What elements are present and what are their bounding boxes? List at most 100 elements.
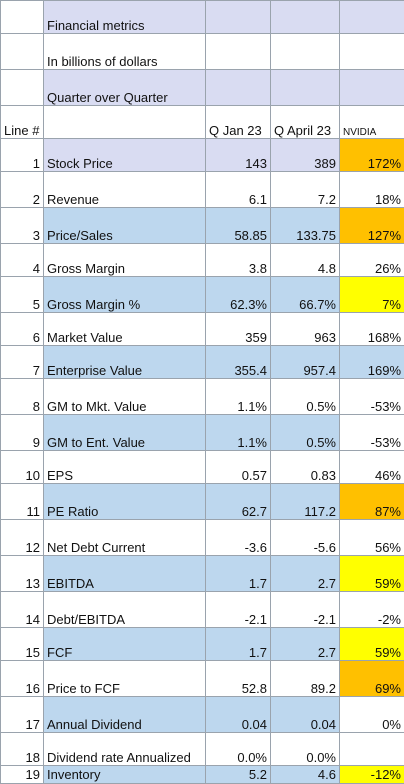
q2-value-cell[interactable]: 2.7 xyxy=(271,556,340,592)
q1-value-cell[interactable]: 6.1 xyxy=(206,172,271,208)
q1-value-cell[interactable]: 1.1% xyxy=(206,379,271,415)
q2-value-cell[interactable]: 4.8 xyxy=(271,244,340,277)
pct-change-cell[interactable]: -53% xyxy=(340,379,404,415)
line-number-cell[interactable]: 11 xyxy=(1,484,44,520)
q2-value-cell[interactable]: 0.5% xyxy=(271,379,340,415)
q1-header[interactable]: Q Jan 23 xyxy=(206,106,271,139)
q2-value-cell[interactable]: 957.4 xyxy=(271,346,340,379)
pct-change-cell[interactable]: -2% xyxy=(340,592,404,628)
pct-change-header[interactable]: NVIDIA xyxy=(340,106,404,139)
q1-value-cell[interactable]: 3.8 xyxy=(206,244,271,277)
pct-change-cell[interactable]: 46% xyxy=(340,451,404,484)
line-number-cell[interactable]: 9 xyxy=(1,415,44,451)
line-number-cell[interactable]: 3 xyxy=(1,208,44,244)
line-number-cell[interactable]: 8 xyxy=(1,379,44,415)
q1-value-cell[interactable]: -2.1 xyxy=(206,592,271,628)
pct-change-cell[interactable]: 172% xyxy=(340,139,404,172)
q1-value-cell[interactable]: 0.57 xyxy=(206,451,271,484)
line-number-cell[interactable]: 17 xyxy=(1,697,44,733)
metric-header[interactable] xyxy=(44,106,206,139)
q1-value-cell[interactable]: 355.4 xyxy=(206,346,271,379)
q2-value-cell[interactable]: 0.83 xyxy=(271,451,340,484)
pct-change-cell[interactable]: 18% xyxy=(340,172,404,208)
line-number-cell[interactable]: 13 xyxy=(1,556,44,592)
sheet-title[interactable]: Financial metrics xyxy=(44,1,206,34)
empty-cell[interactable] xyxy=(340,34,404,70)
pct-change-cell[interactable]: -12% xyxy=(340,766,404,784)
pct-change-cell[interactable]: -53% xyxy=(340,415,404,451)
line-number-cell[interactable]: 19 xyxy=(1,766,44,784)
metric-name-cell[interactable]: GM to Ent. Value xyxy=(44,415,206,451)
metric-name-cell[interactable]: Inventory xyxy=(44,766,206,784)
q2-value-cell[interactable]: 2.7 xyxy=(271,628,340,661)
empty-cell[interactable] xyxy=(340,1,404,34)
metric-name-cell[interactable]: Stock Price xyxy=(44,139,206,172)
q2-value-cell[interactable]: 0.04 xyxy=(271,697,340,733)
pct-change-cell[interactable]: 169% xyxy=(340,346,404,379)
metric-name-cell[interactable]: Revenue xyxy=(44,172,206,208)
metric-name-cell[interactable]: EBITDA xyxy=(44,556,206,592)
line-number-cell[interactable]: 14 xyxy=(1,592,44,628)
line-number-cell[interactable]: 1 xyxy=(1,139,44,172)
q1-value-cell[interactable]: -3.6 xyxy=(206,520,271,556)
q1-value-cell[interactable]: 58.85 xyxy=(206,208,271,244)
line-number-cell[interactable]: 2 xyxy=(1,172,44,208)
q2-value-cell[interactable]: 389 xyxy=(271,139,340,172)
line-number-header[interactable]: Line # xyxy=(1,106,44,139)
line-number-cell[interactable]: 4 xyxy=(1,244,44,277)
pct-change-cell[interactable]: 26% xyxy=(340,244,404,277)
empty-cell[interactable] xyxy=(271,1,340,34)
pct-change-cell[interactable]: 87% xyxy=(340,484,404,520)
sheet-subtitle[interactable]: In billions of dollars xyxy=(44,34,206,70)
q2-value-cell[interactable]: 963 xyxy=(271,313,340,346)
line-number-cell[interactable]: 6 xyxy=(1,313,44,346)
q1-value-cell[interactable]: 62.7 xyxy=(206,484,271,520)
metric-name-cell[interactable]: GM to Mkt. Value xyxy=(44,379,206,415)
q1-value-cell[interactable]: 5.2 xyxy=(206,766,271,784)
pct-change-cell[interactable]: 59% xyxy=(340,556,404,592)
q1-value-cell[interactable]: 1.7 xyxy=(206,628,271,661)
metric-name-cell[interactable]: Dividend rate Annualized xyxy=(44,733,206,766)
empty-cell[interactable] xyxy=(1,1,44,34)
metric-name-cell[interactable]: Annual Dividend xyxy=(44,697,206,733)
empty-cell[interactable] xyxy=(1,70,44,106)
pct-change-cell[interactable]: 56% xyxy=(340,520,404,556)
metric-name-cell[interactable]: Net Debt Current xyxy=(44,520,206,556)
line-number-cell[interactable]: 10 xyxy=(1,451,44,484)
q1-value-cell[interactable]: 62.3% xyxy=(206,277,271,313)
q2-value-cell[interactable]: 66.7% xyxy=(271,277,340,313)
q2-value-cell[interactable]: 0.0% xyxy=(271,733,340,766)
empty-cell[interactable] xyxy=(206,70,271,106)
pct-change-cell[interactable]: 127% xyxy=(340,208,404,244)
metric-name-cell[interactable]: Price to FCF xyxy=(44,661,206,697)
q1-value-cell[interactable]: 359 xyxy=(206,313,271,346)
metric-name-cell[interactable]: Market Value xyxy=(44,313,206,346)
q1-value-cell[interactable]: 0.0% xyxy=(206,733,271,766)
metric-name-cell[interactable]: Gross Margin % xyxy=(44,277,206,313)
q1-value-cell[interactable]: 1.1% xyxy=(206,415,271,451)
q2-value-cell[interactable]: 133.75 xyxy=(271,208,340,244)
line-number-cell[interactable]: 18 xyxy=(1,733,44,766)
q2-value-cell[interactable]: 0.5% xyxy=(271,415,340,451)
metric-name-cell[interactable]: Debt/EBITDA xyxy=(44,592,206,628)
q1-value-cell[interactable]: 52.8 xyxy=(206,661,271,697)
empty-cell[interactable] xyxy=(340,70,404,106)
empty-cell[interactable] xyxy=(206,34,271,70)
q2-value-cell[interactable]: 89.2 xyxy=(271,661,340,697)
line-number-cell[interactable]: 12 xyxy=(1,520,44,556)
line-number-cell[interactable]: 15 xyxy=(1,628,44,661)
line-number-cell[interactable]: 16 xyxy=(1,661,44,697)
q2-value-cell[interactable]: 117.2 xyxy=(271,484,340,520)
empty-cell[interactable] xyxy=(206,1,271,34)
metric-name-cell[interactable]: Enterprise Value xyxy=(44,346,206,379)
metric-name-cell[interactable]: Gross Margin xyxy=(44,244,206,277)
q2-value-cell[interactable]: 7.2 xyxy=(271,172,340,208)
line-number-cell[interactable]: 7 xyxy=(1,346,44,379)
metric-name-cell[interactable]: EPS xyxy=(44,451,206,484)
metric-name-cell[interactable]: PE Ratio xyxy=(44,484,206,520)
pct-change-cell[interactable]: 7% xyxy=(340,277,404,313)
pct-change-cell[interactable]: 0% xyxy=(340,697,404,733)
q2-value-cell[interactable]: 4.6 xyxy=(271,766,340,784)
pct-change-cell[interactable]: 59% xyxy=(340,628,404,661)
q1-value-cell[interactable]: 1.7 xyxy=(206,556,271,592)
